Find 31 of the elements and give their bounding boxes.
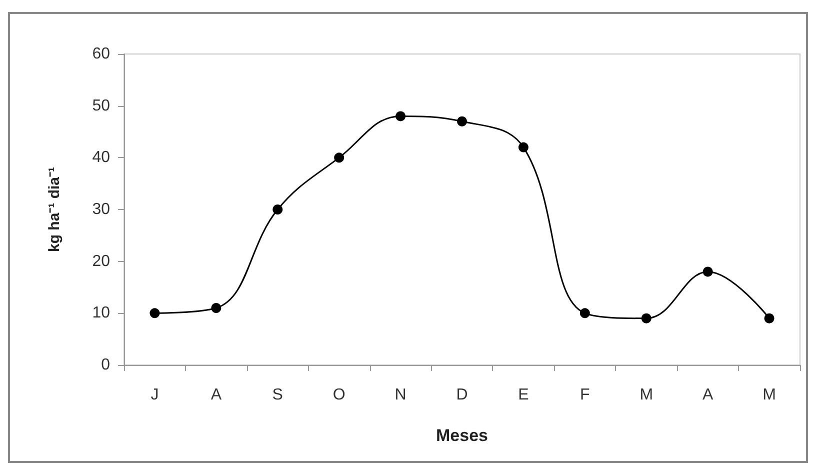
y-tick-label: 50 bbox=[92, 97, 110, 114]
point bbox=[457, 116, 467, 126]
y-tick-label: 40 bbox=[92, 149, 110, 166]
point bbox=[702, 266, 713, 277]
x-tick-label: A bbox=[210, 386, 222, 404]
point bbox=[272, 204, 283, 214]
x-tick-label: N bbox=[394, 386, 406, 404]
y-tick-label: 10 bbox=[92, 304, 110, 322]
y-axis-title: kg ha⁻¹ dia⁻¹ bbox=[46, 166, 63, 252]
point bbox=[396, 111, 406, 122]
point bbox=[150, 308, 160, 318]
x-tick-label: F bbox=[580, 386, 590, 404]
point bbox=[641, 313, 652, 324]
x-tick-label: S bbox=[272, 386, 283, 404]
point bbox=[764, 313, 774, 324]
y-tick-label: 0 bbox=[101, 356, 110, 374]
x-tick-label: M bbox=[640, 386, 654, 404]
x-tick-label: D bbox=[456, 386, 468, 404]
x-axis-title: Meses bbox=[436, 426, 488, 445]
y-tick-label: 30 bbox=[92, 201, 110, 218]
point bbox=[580, 308, 590, 318]
x-tick-label: A bbox=[702, 386, 714, 404]
x-tick-label: E bbox=[518, 386, 529, 404]
x-tick-label: J bbox=[150, 386, 159, 404]
y-tick-label: 60 bbox=[92, 46, 110, 62]
point bbox=[334, 152, 344, 163]
x-tick-label: O bbox=[332, 386, 346, 404]
x-tick-label: M bbox=[762, 386, 776, 404]
y-tick-label: 20 bbox=[92, 252, 110, 270]
point bbox=[518, 142, 528, 152]
point bbox=[211, 302, 222, 313]
